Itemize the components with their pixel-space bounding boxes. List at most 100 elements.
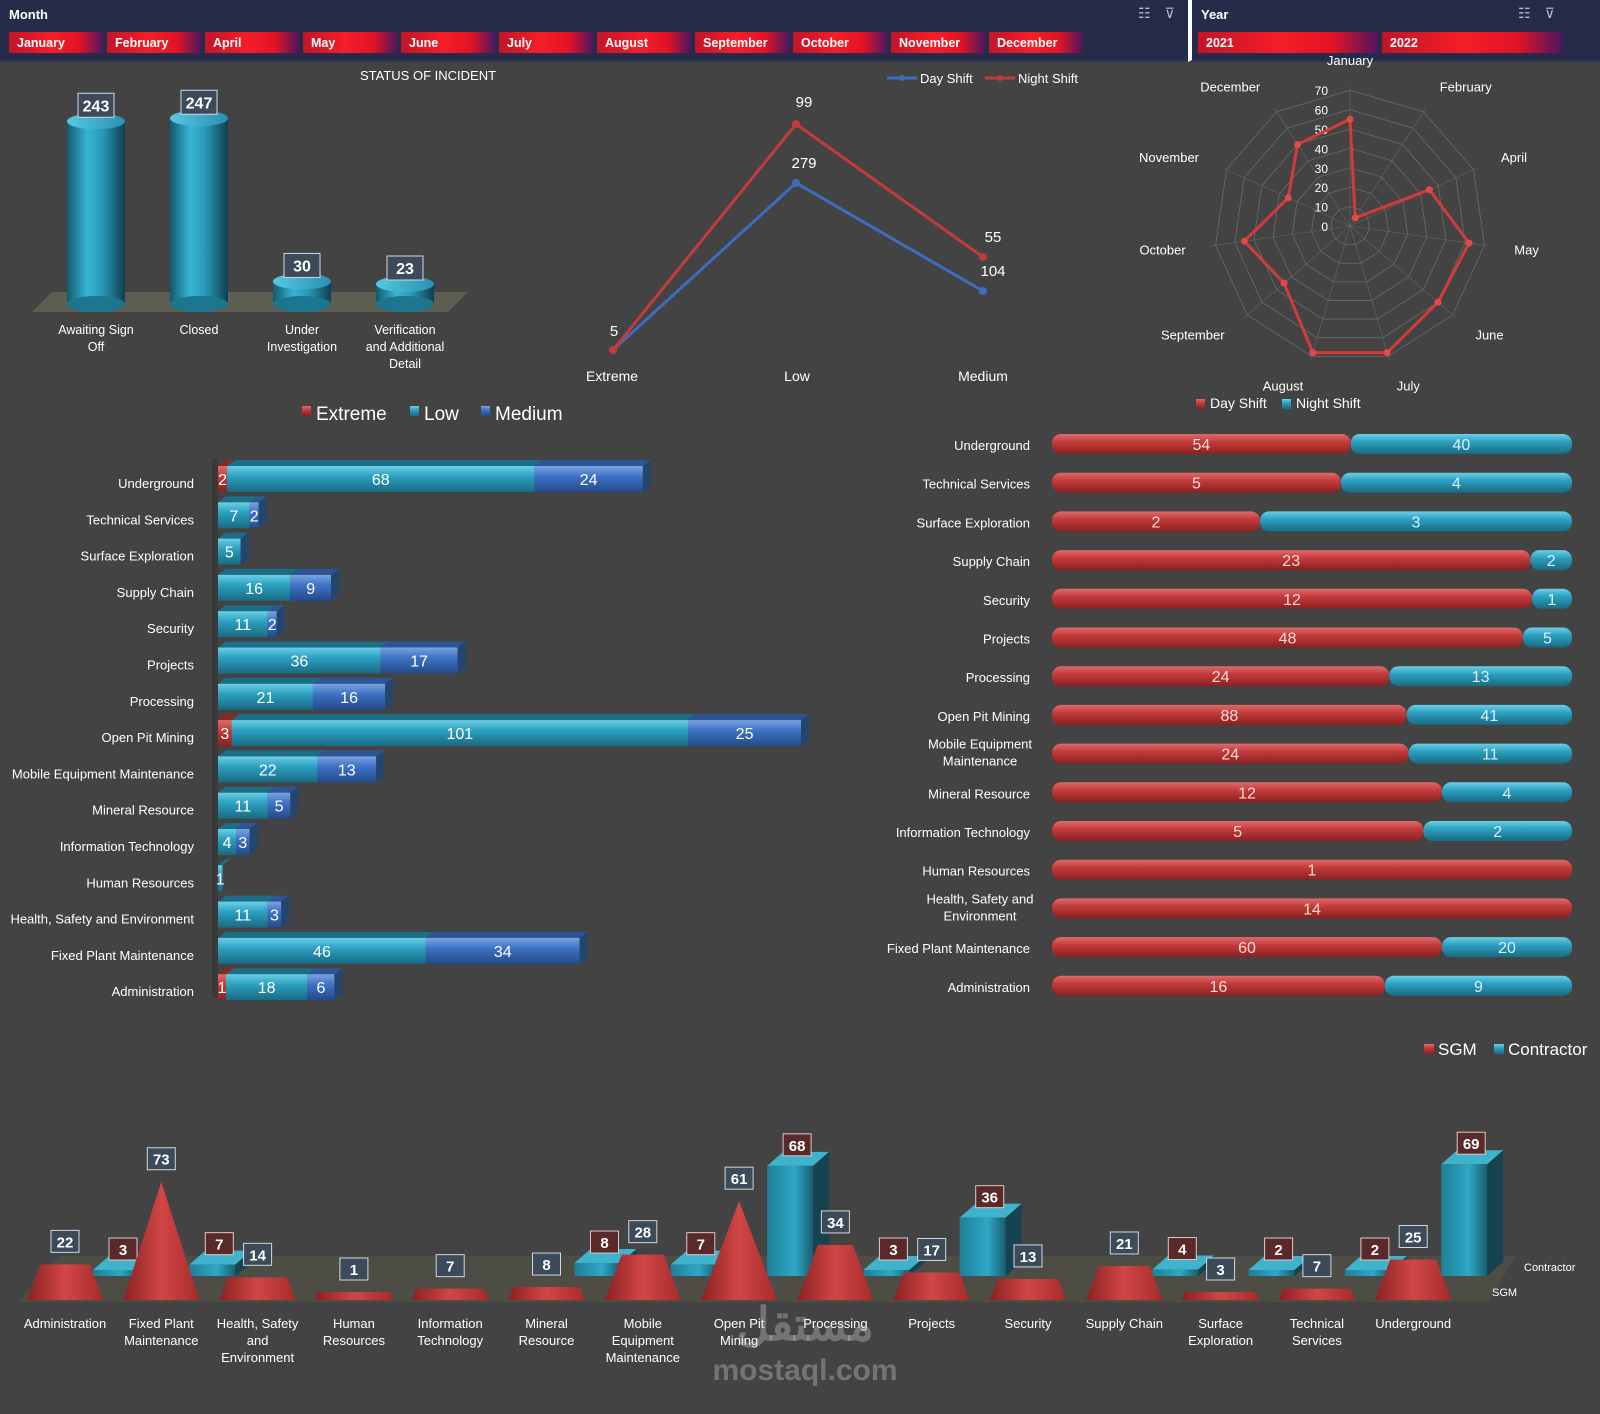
bar-segment-side: [258, 496, 267, 529]
status-floor: [32, 292, 468, 312]
data-label: 23: [1282, 553, 1300, 570]
month-button-february[interactable]: February: [107, 32, 201, 53]
month-button-september[interactable]: September: [695, 32, 789, 53]
clear-filter-icon[interactable]: ⊽: [1164, 5, 1175, 21]
y-tick-label: Processing: [130, 694, 194, 709]
year-button-2021[interactable]: 2021: [1198, 32, 1378, 53]
bar-segment: [380, 647, 458, 674]
radar-spoke: [1349, 108, 1426, 227]
x-tick-label: Investigation: [267, 340, 337, 354]
bar-segment-top: [218, 895, 276, 902]
bar-segment-side: [801, 714, 810, 747]
x-tick-label: Detail: [389, 357, 421, 371]
data-label: 18: [258, 980, 276, 997]
y-tick-label: Fixed Plant Maintenance: [51, 948, 194, 963]
bar-segment: [218, 756, 318, 783]
data-label: 3: [1216, 1262, 1224, 1279]
data-label: 6: [316, 980, 325, 997]
data-label: 5: [1192, 476, 1201, 493]
sgm-bar: [1278, 1288, 1355, 1300]
radar-tick-label: 70: [1315, 84, 1329, 98]
bar-segment-top: [218, 931, 434, 938]
data-label: 7: [446, 1259, 454, 1276]
data-label-box: [243, 1242, 273, 1266]
bar-segment-side: [281, 895, 290, 928]
radar-spoke: [1349, 225, 1390, 361]
radar-point: [1346, 115, 1354, 123]
sgm-bar: [797, 1244, 874, 1300]
data-label-box: [50, 1229, 80, 1253]
y-tick-label: Projects: [983, 632, 1030, 647]
radar-axis-label: June: [1475, 328, 1503, 343]
month-button-august[interactable]: August: [597, 32, 691, 53]
depth-axis-label: Contractor: [1524, 1262, 1576, 1274]
year-button-2022[interactable]: 2022: [1382, 32, 1562, 53]
radar-tick-label: 0: [1321, 220, 1328, 234]
data-label-box: [108, 1237, 138, 1261]
bar-segment-side: [331, 568, 339, 601]
bar-segment-top: [425, 931, 588, 938]
bar-segment: [218, 720, 232, 747]
legend-sgm-swatch: [1424, 1044, 1434, 1054]
legend-extreme-swatch: [302, 406, 311, 416]
multi-select-icon[interactable]: ☷: [1138, 5, 1151, 21]
bar-segment: [267, 792, 291, 819]
month-button-may[interactable]: May: [303, 32, 397, 53]
status-bar-base: [273, 296, 331, 312]
radar-tick-label: 40: [1315, 142, 1329, 156]
y-tick-label: Administration: [948, 980, 1030, 995]
radar-axis-label: February: [1440, 79, 1493, 94]
x-tick-label: Medium: [958, 368, 1008, 384]
data-label: 5: [1543, 631, 1552, 648]
data-label-box: [628, 1220, 658, 1244]
bar-segment: [218, 574, 291, 601]
bar-segment: [425, 937, 580, 964]
radar-point: [1465, 239, 1473, 247]
status-bar-base: [376, 296, 434, 312]
data-label-box: [917, 1237, 947, 1261]
data-label-box: [975, 1185, 1005, 1209]
bar-segment: [1522, 627, 1572, 648]
x-tick-label: Supply Chain: [1086, 1316, 1163, 1331]
bar-segment-side: [376, 750, 385, 783]
month-button-july[interactable]: July: [499, 32, 593, 53]
x-tick-label: Human: [333, 1316, 375, 1331]
x-tick-label: Mining: [720, 1333, 758, 1348]
x-tick-label: Processing: [803, 1316, 867, 1331]
y-tick-label: Information Technology: [60, 839, 195, 854]
data-label: 8: [600, 1235, 608, 1252]
bar-segment-top: [218, 968, 234, 975]
x-tick-label: Surface: [1198, 1316, 1243, 1331]
month-button-june[interactable]: June: [401, 32, 495, 53]
x-tick-label: Resources: [323, 1333, 386, 1348]
month-button-january[interactable]: January: [9, 32, 103, 53]
legend-medium: Medium: [495, 404, 563, 425]
sgm-bar: [893, 1272, 970, 1300]
bar-segment: [1052, 975, 1385, 996]
radar-axis-label: January: [1327, 53, 1374, 68]
bar-segment-side: [385, 677, 394, 710]
data-label: 4: [1452, 476, 1461, 493]
month-button-october[interactable]: October: [793, 32, 887, 53]
month-button-december[interactable]: December: [989, 32, 1083, 53]
data-label-box: [386, 255, 424, 281]
data-label: 22: [259, 762, 277, 779]
bar-segment-top: [534, 460, 651, 466]
month-button-april[interactable]: April: [205, 32, 299, 53]
contractor-bar: [959, 1217, 1006, 1276]
bar-segment-side: [457, 641, 466, 674]
radar-grid: [1215, 89, 1485, 357]
data-label: 34: [494, 944, 512, 961]
bar-segment: [236, 829, 250, 855]
month-button-november[interactable]: November: [891, 32, 985, 53]
data-label: 4: [223, 835, 232, 852]
status-bar: [67, 121, 125, 304]
bar-segment-top: [380, 641, 466, 648]
multi-select-icon[interactable]: ☷: [1518, 5, 1531, 21]
data-label: 5: [275, 799, 284, 816]
legend-night-shift: Night Shift: [1296, 395, 1361, 411]
data-label: 7: [215, 1237, 223, 1254]
data-label: 60: [1238, 940, 1256, 957]
clear-filter-icon[interactable]: ⊽: [1544, 5, 1555, 21]
contractor-bar: [93, 1270, 139, 1276]
